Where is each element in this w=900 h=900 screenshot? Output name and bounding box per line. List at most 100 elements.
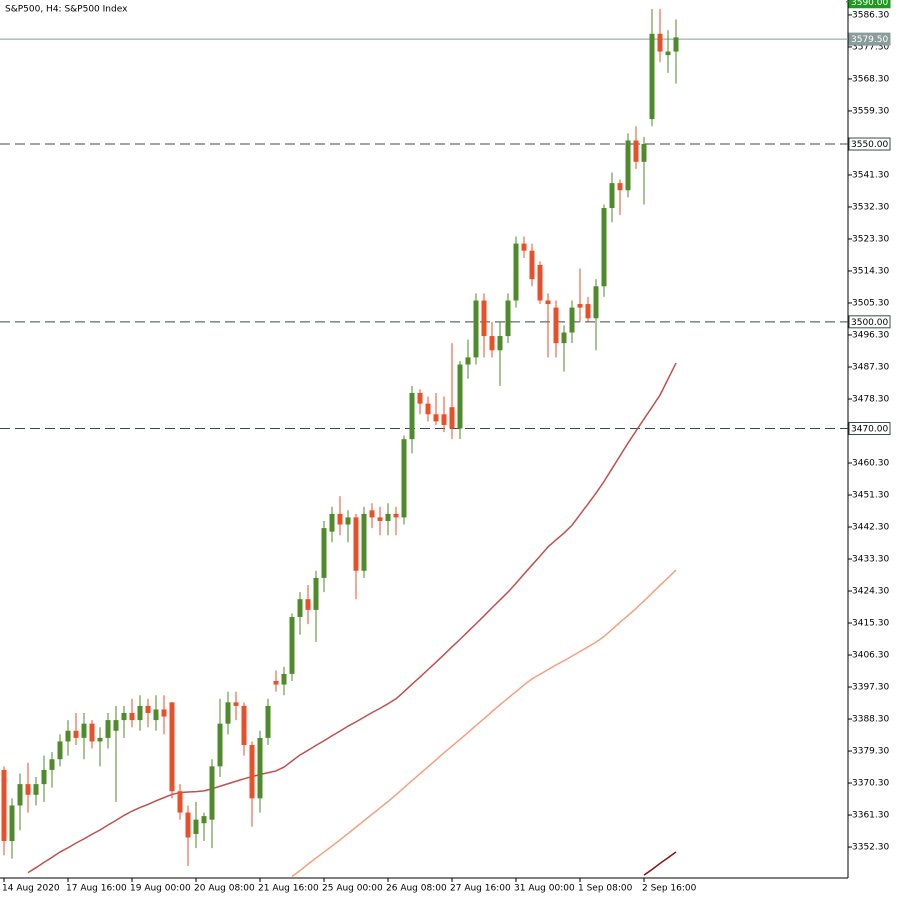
candle-body [225,702,231,724]
candle-body [129,712,135,721]
candle-body [9,805,15,842]
y-tick-label: 3532.30 [852,202,889,212]
y-tick-label: 3433.30 [852,555,889,565]
level-label-box [848,315,891,329]
candle-body [137,705,143,721]
candle-body [65,730,71,742]
y-tick-label: 3478.30 [852,394,889,404]
candle-body [569,307,575,333]
y-tick-label: 3568.30 [852,74,889,84]
candle-body [561,332,567,344]
candle-body [473,300,479,358]
candle-body [353,517,359,571]
candle-body [649,33,655,120]
candle-body [409,392,415,440]
x-tick-label: 20 Aug 08:00 [194,884,255,894]
candle-body [241,705,247,746]
candle-body [81,723,87,738]
x-tick-label: 17 Aug 16:00 [66,884,127,894]
x-tick-label: 21 Aug 16:00 [258,884,319,894]
x-tick-label: 26 Aug 08:00 [386,884,447,894]
y-tick-label: 3415.30 [852,619,889,629]
y-tick-label: 3577.30 [852,42,889,52]
y-tick-label: 3424.30 [852,587,889,597]
level-label-box [848,137,891,151]
candle-body [633,140,639,162]
candle-body [273,680,279,685]
candle-body [401,439,407,518]
chart-title: S&P500, H4: S&P500 Index [5,5,128,15]
ma-line [27,362,677,874]
candle-body [425,403,431,415]
candle-body [625,140,631,191]
y-tick-label: 3442.30 [852,523,889,533]
candle-body [233,702,239,706]
candle-body [41,769,47,785]
candle-body [433,414,439,422]
level-label-box [848,422,891,436]
x-tick-label: 2 Sep 16:00 [642,884,697,894]
candle-body [185,812,191,838]
candle-body [337,513,343,525]
level-label: 3470.00 [851,425,888,435]
level-label-box [848,32,891,46]
x-tick-label: 19 Aug 00:00 [130,884,191,894]
candle-body [657,33,663,52]
candle-body [553,307,559,344]
candle-body [465,357,471,365]
candle-body [97,737,103,742]
candle-body [297,599,303,617]
y-tick-label: 3388.30 [852,715,889,725]
candle-body [209,766,215,820]
candle-body [257,737,263,799]
y-tick-label: 3370.30 [852,779,889,789]
candle-body [321,528,327,578]
y-tick-label: 3514.30 [852,266,889,276]
candle-body [537,264,543,301]
candle-body [609,183,615,209]
y-tick-label: 3406.30 [852,651,889,661]
candle-body [345,517,351,525]
candle-body [673,37,679,52]
candle-body [617,183,623,191]
candle-body [361,513,367,571]
x-tick-label: 14 Aug 2020 [2,884,60,894]
ma-line [643,851,677,876]
y-tick-label: 3379.30 [852,747,889,757]
y-tick-label: 3487.30 [852,362,889,372]
candle-body [249,745,255,799]
y-tick-label: 3496.30 [852,330,889,340]
y-tick-label: 3523.30 [852,234,889,244]
x-tick-label: 25 Aug 00:00 [322,884,383,894]
candle-body [393,513,399,518]
candle-body [265,705,271,738]
y-tick-label: 3505.30 [852,298,889,308]
candle-body [89,723,95,742]
level-label: 3550.00 [851,140,888,150]
y-tick-label: 3352.30 [852,843,889,853]
candle-body [289,616,295,674]
candle-body [585,304,591,319]
candle-body [513,243,519,301]
candle-body [121,712,127,721]
level-label: 3579.50 [851,35,888,45]
candle-body [449,407,455,429]
candle-body [505,300,511,337]
candle-body [1,769,7,842]
y-tick-label: 3451.30 [852,491,889,501]
candle-body [17,784,23,806]
y-tick-label: 3361.30 [852,811,889,821]
candle-body [313,577,319,610]
ma-line [291,569,677,878]
candle-body [665,51,671,56]
candle-body [601,208,607,287]
candle-body [305,599,311,610]
candle-body [521,243,527,251]
candle-body [593,286,599,319]
candle-body [545,300,551,305]
candle-body [33,784,39,795]
candle-body [329,513,335,532]
level-label: 3500.00 [851,318,888,328]
candle-body [105,720,111,738]
candle-body [217,723,223,767]
